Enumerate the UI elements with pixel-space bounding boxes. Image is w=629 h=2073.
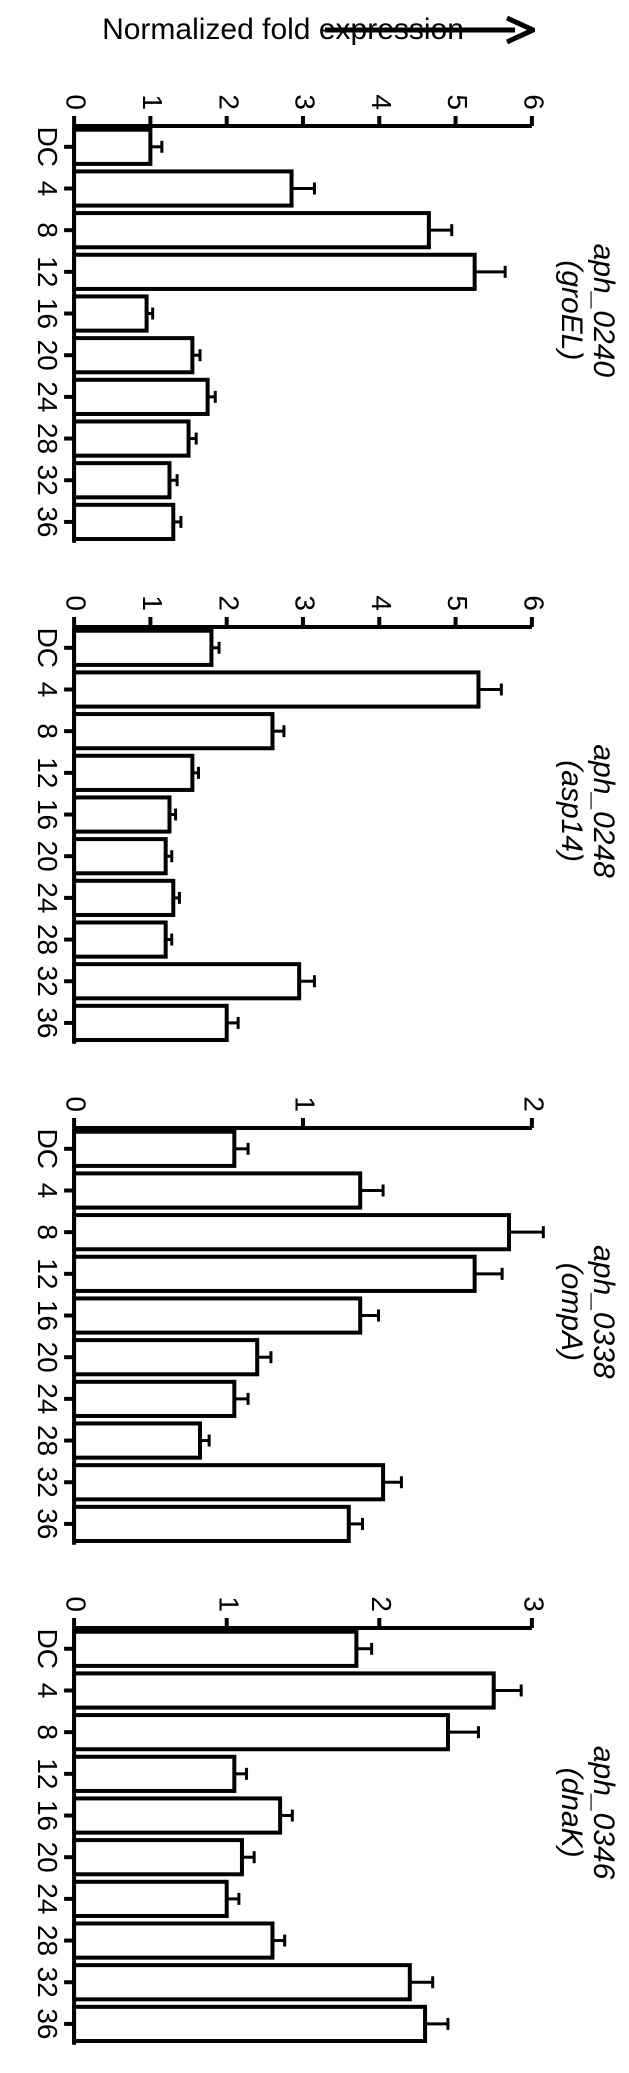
svg-text:24: 24 xyxy=(32,882,63,913)
chart-title-gene: aph_0338 xyxy=(587,1245,620,1378)
svg-text:4: 4 xyxy=(32,681,63,697)
svg-text:20: 20 xyxy=(32,340,63,371)
plot-area: 012DC4812162024283236 xyxy=(10,1072,550,1553)
svg-text:1: 1 xyxy=(290,1096,321,1112)
svg-text:5: 5 xyxy=(442,595,473,611)
chart-title-alt: (asp14) xyxy=(556,760,589,862)
svg-text:4: 4 xyxy=(366,94,397,110)
svg-text:32: 32 xyxy=(32,1967,63,1998)
chart-title-gene: aph_0240 xyxy=(587,244,620,377)
chart-title: aph_0240 (groEL) xyxy=(556,70,619,551)
svg-text:8: 8 xyxy=(32,1224,63,1240)
svg-text:36: 36 xyxy=(32,1508,63,1539)
svg-text:28: 28 xyxy=(32,1925,63,1956)
chart-title: aph_0248 (asp14) xyxy=(556,571,619,1052)
plot-area: 0123DC4812162024283236 xyxy=(10,1572,550,2053)
svg-text:2: 2 xyxy=(213,94,244,110)
svg-text:28: 28 xyxy=(32,423,63,454)
svg-text:32: 32 xyxy=(32,465,63,496)
svg-text:6: 6 xyxy=(518,94,549,110)
svg-text:28: 28 xyxy=(32,1424,63,1455)
svg-text:4: 4 xyxy=(32,1683,63,1699)
svg-text:1: 1 xyxy=(137,94,168,110)
y-axis-label-column: Normalized fold expression xyxy=(0,0,629,60)
bar-chart: 0123456DC4812162024283236 xyxy=(10,571,550,1052)
chart-title-gene: aph_0346 xyxy=(587,1746,620,1879)
charts-row: aph_0240 (groEL) 0123456DC48121620242832… xyxy=(0,60,629,2073)
svg-text:0: 0 xyxy=(61,1096,92,1112)
svg-text:12: 12 xyxy=(32,757,63,788)
svg-text:2: 2 xyxy=(213,595,244,611)
svg-text:6: 6 xyxy=(518,595,549,611)
svg-text:24: 24 xyxy=(32,1383,63,1414)
chart-title: aph_0346 (dnaK) xyxy=(556,1572,619,2053)
svg-text:28: 28 xyxy=(32,924,63,955)
svg-text:16: 16 xyxy=(32,298,63,329)
svg-text:20: 20 xyxy=(32,1341,63,1372)
svg-text:1: 1 xyxy=(213,1597,244,1613)
svg-text:DC: DC xyxy=(32,127,63,167)
svg-text:32: 32 xyxy=(32,965,63,996)
svg-text:1: 1 xyxy=(137,595,168,611)
bar-chart: 0123456DC4812162024283236 xyxy=(10,70,550,551)
svg-text:24: 24 xyxy=(32,381,63,412)
svg-text:36: 36 xyxy=(32,1007,63,1038)
chart-title-gene: aph_0248 xyxy=(587,744,620,877)
svg-text:8: 8 xyxy=(32,723,63,739)
svg-text:DC: DC xyxy=(32,1629,63,1669)
svg-text:16: 16 xyxy=(32,1800,63,1831)
figure-page: Normalized fold expression aph_0240 (gro… xyxy=(0,0,629,2073)
svg-text:16: 16 xyxy=(32,1299,63,1330)
chart-panel-2: aph_0248 (asp14) 0123456DC48121620242832… xyxy=(10,571,619,1052)
svg-text:3: 3 xyxy=(290,94,321,110)
plot-area: 0123456DC4812162024283236 xyxy=(10,70,550,551)
y-axis-label: Normalized fold expression xyxy=(102,13,464,47)
svg-text:36: 36 xyxy=(32,506,63,537)
svg-text:12: 12 xyxy=(32,256,63,287)
svg-text:0: 0 xyxy=(61,595,92,611)
svg-text:8: 8 xyxy=(32,222,63,238)
svg-text:3: 3 xyxy=(290,595,321,611)
svg-text:4: 4 xyxy=(366,595,397,611)
chart-title-alt: (dnaK) xyxy=(556,1768,589,1858)
chart-panel-3: aph_0338 (ompA) 012DC4812162024283236 xyxy=(10,1072,619,1553)
svg-text:8: 8 xyxy=(32,1725,63,1741)
chart-panel-1: aph_0240 (groEL) 0123456DC48121620242832… xyxy=(10,70,619,551)
svg-text:5: 5 xyxy=(442,94,473,110)
bar-chart: 0123DC4812162024283236 xyxy=(10,1572,550,2053)
svg-text:16: 16 xyxy=(32,799,63,830)
plot-area: 0123456DC4812162024283236 xyxy=(10,571,550,1052)
svg-text:DC: DC xyxy=(32,1128,63,1168)
svg-text:24: 24 xyxy=(32,1884,63,1915)
svg-text:2: 2 xyxy=(366,1597,397,1613)
chart-title-alt: (ompA) xyxy=(556,1263,589,1361)
chart-title-alt: (groEL) xyxy=(556,260,589,360)
svg-text:12: 12 xyxy=(32,1258,63,1289)
svg-text:DC: DC xyxy=(32,627,63,667)
svg-text:20: 20 xyxy=(32,840,63,871)
svg-text:20: 20 xyxy=(32,1842,63,1873)
svg-text:36: 36 xyxy=(32,2009,63,2040)
svg-text:4: 4 xyxy=(32,181,63,197)
chart-title: aph_0338 (ompA) xyxy=(556,1072,619,1553)
bar-chart: 012DC4812162024283236 xyxy=(10,1072,550,1553)
svg-text:4: 4 xyxy=(32,1182,63,1198)
svg-text:12: 12 xyxy=(32,1759,63,1790)
svg-text:0: 0 xyxy=(61,94,92,110)
svg-text:32: 32 xyxy=(32,1466,63,1497)
svg-text:3: 3 xyxy=(518,1597,549,1613)
chart-panel-4: aph_0346 (dnaK) 0123DC4812162024283236 xyxy=(10,1572,619,2053)
svg-text:2: 2 xyxy=(518,1096,549,1112)
svg-text:0: 0 xyxy=(61,1597,92,1613)
